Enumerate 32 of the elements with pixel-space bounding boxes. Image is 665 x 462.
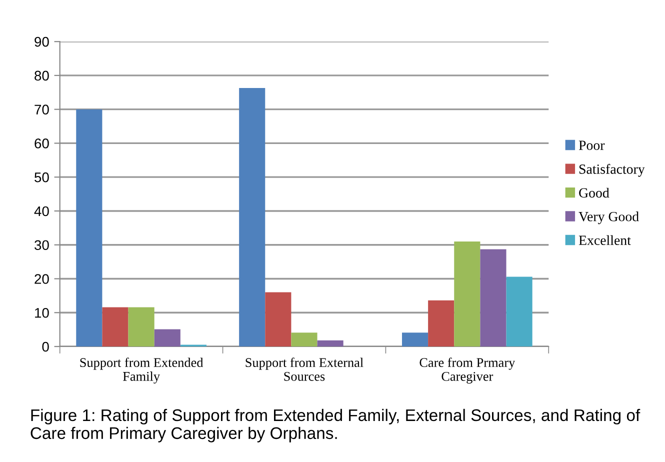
y-tick-label: 90 xyxy=(34,36,49,47)
bar xyxy=(428,300,454,346)
bar xyxy=(154,329,180,346)
y-tick-label: 0 xyxy=(42,342,49,352)
legend-label: Excellent xyxy=(578,235,631,246)
y-tick-label: 20 xyxy=(34,274,49,284)
bar xyxy=(265,292,292,346)
legend-label: Poor xyxy=(578,140,605,150)
y-tick-label: 30 xyxy=(34,240,49,250)
bar xyxy=(402,332,428,346)
x-tick-label: Support from Extended Family xyxy=(80,358,204,384)
y-tick-label: 50 xyxy=(34,172,49,182)
legend-label: Good xyxy=(579,188,610,198)
bar xyxy=(239,88,266,346)
y-tick-label: 40 xyxy=(34,206,49,216)
legend-label: Very Good xyxy=(578,212,639,224)
y-tick-label: 10 xyxy=(35,308,49,318)
legend-label: Satisfactory xyxy=(579,164,645,177)
bar xyxy=(506,276,532,346)
bar xyxy=(102,307,128,346)
y-tick-label: 60 xyxy=(34,138,49,148)
caption: Figure 1: Rating of Support from Extended Family, External Sources, and Rating of Care from Primary Caregiver by Orphans. xyxy=(30,408,640,442)
bar xyxy=(317,340,344,346)
x-tick-label: Support from External Sources xyxy=(246,358,364,381)
y-tick-label: 80 xyxy=(34,70,49,81)
bar xyxy=(128,307,154,346)
bar xyxy=(480,249,506,346)
bar xyxy=(291,332,318,346)
bar xyxy=(76,109,102,346)
bar xyxy=(454,241,480,346)
x-tick-label: Care from Prmary Caregiver xyxy=(420,358,516,384)
y-tick-label: 70 xyxy=(34,104,49,115)
